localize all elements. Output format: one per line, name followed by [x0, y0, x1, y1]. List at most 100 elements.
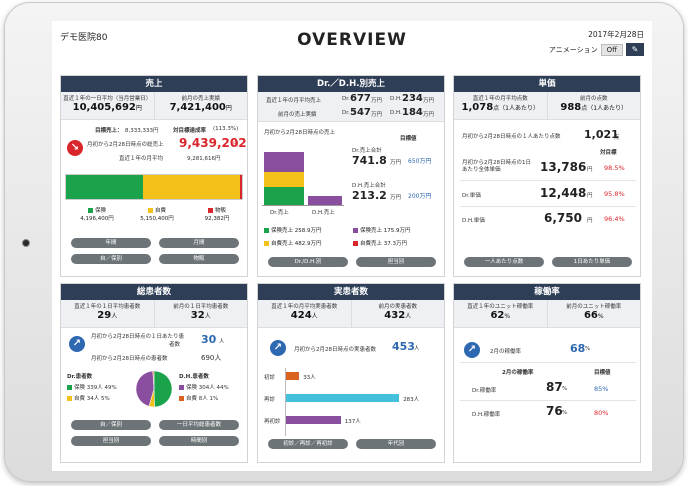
annual-button[interactable]: 年間: [71, 238, 151, 248]
legend-item: 保険売上 258.9万円: [264, 226, 353, 234]
kpi-label: 前月の売上実績: [181, 96, 220, 102]
clinic-name: デモ医院80: [60, 33, 108, 43]
kpi-label: 直近１年の月平均点数: [472, 96, 528, 102]
dr-dh-button[interactable]: Dr./D.H.別: [268, 257, 348, 267]
divider: [460, 400, 636, 401]
kpi-value: 432: [384, 310, 406, 321]
self-insurance-button[interactable]: 自／保別: [71, 420, 151, 430]
dr-bar-top: [264, 152, 304, 172]
unit: 万円: [371, 112, 383, 118]
time-button[interactable]: 時間別: [159, 436, 239, 446]
kpi-unit: 人: [204, 313, 211, 320]
month-label: 2月の稼働率: [490, 349, 521, 355]
points-per-person-button[interactable]: 一人あたり点数: [464, 257, 544, 267]
dh-tag: D.H.: [390, 110, 402, 116]
col-target: 目標値: [594, 370, 611, 376]
legend-item: 自費売上 482.9万円: [264, 239, 353, 247]
kpi-label: 直近１年の月平均実患者数: [271, 304, 338, 310]
operation-rate-panel: 稼働率 直近１年のユニット稼働率 62% 前月のユニット稼働率 66% ↗ 2月の稼…: [453, 283, 641, 463]
unit-title: 単価: [454, 76, 640, 92]
up-arrow-icon: ↗: [69, 336, 85, 352]
dr-bar-bottom: [264, 187, 304, 205]
sales-kpi-lastmonth: 前月の売上実績 7,421,400円: [153, 92, 248, 119]
row-name: 保険: [74, 385, 86, 391]
daily-label: 直近１年の月平均: [119, 156, 164, 162]
pie-slice: [135, 370, 155, 407]
kpi-unit: 人: [311, 313, 318, 320]
staff-button[interactable]: 担当別: [71, 436, 151, 446]
legend-value: 92,382円: [204, 216, 230, 222]
kpi-value: 66: [583, 310, 598, 321]
row-dh-value: 6,750: [544, 211, 582, 225]
unit: 万円: [390, 195, 402, 201]
monthly-button[interactable]: 月間: [159, 238, 239, 248]
unit: 円: [587, 193, 593, 199]
self-insurance-button[interactable]: 自／保別: [71, 254, 151, 264]
pie-slice: [153, 370, 173, 408]
patient-pie-chart: [135, 370, 173, 408]
dr-kpis: 直近１年の月平均売上 Dr. 677 万円 D.H. 234 万円 前月の売上実…: [258, 92, 444, 122]
daily-value: 9,281,616円: [187, 156, 221, 162]
bar-category-label: 初診: [264, 375, 276, 381]
cum-label: 月初から2月28日時点の売上: [264, 130, 335, 136]
sales-kpi-year: 直近１年の一日平均（当月営業日） 10,405,692円: [61, 92, 154, 119]
row-pct: 44%: [216, 385, 229, 391]
dh-rate-label: D.H.稼働率: [472, 412, 501, 418]
legend-self: 自費 5,150,400円: [127, 206, 187, 222]
legend-goods: 物販 92,382円: [187, 206, 247, 222]
row2-dr: 547: [350, 107, 371, 118]
target-label: 目標売上：: [95, 128, 123, 134]
daily-average-button[interactable]: 一日平均総患者数: [159, 420, 239, 430]
unit: 円: [587, 167, 593, 173]
kpi-value: 62: [490, 310, 505, 321]
legend-name: 保険売上: [271, 228, 294, 234]
legend-swatch: [87, 208, 93, 213]
unit: 円: [587, 218, 593, 224]
animation-off-toggle[interactable]: Off: [600, 43, 623, 56]
kpi-value: 424: [290, 310, 312, 321]
bar-value-label: 33人: [303, 375, 316, 381]
pie-slice: [152, 370, 155, 390]
goods-button[interactable]: 物販: [159, 254, 239, 264]
age-button[interactable]: 年代別: [356, 439, 436, 449]
legend-value: 258.9万円: [294, 228, 322, 234]
tablet-frame: デモ医院80 OVERVIEW 2017年2月28日 アニメーション Off ✎…: [4, 2, 684, 482]
legend-name: 自費売上: [271, 241, 294, 247]
kpi-unit: 人: [111, 313, 118, 320]
legend-name: 自費: [154, 208, 166, 214]
legend-name: 自費売上: [360, 241, 383, 247]
dr-rate-target: 85%: [594, 385, 609, 393]
dr-legend: 保険売上 258.9万円 保険売上 175.9万円 自費売上 482.9万円 自…: [264, 226, 442, 247]
daily-value: 30: [201, 333, 217, 346]
kpi-unit: 点（1人あたり）: [493, 105, 539, 112]
dh-row-insurance: 保険 304人 44%: [179, 383, 229, 391]
row-pct: 1%: [209, 396, 219, 402]
bar-value-label: 137人: [344, 419, 361, 425]
divider: [460, 206, 636, 207]
divider: [460, 180, 636, 181]
daily-unit-price-button[interactable]: 1日あたり単価: [552, 257, 632, 267]
kpi-label: 前月の実患者数: [378, 304, 417, 310]
legend-swatch: [179, 385, 184, 390]
date-label: 2017年2月28日: [588, 30, 644, 39]
sales-bar-self: [143, 175, 241, 199]
kpi-label: 前月の１日平均患者数: [173, 304, 229, 310]
unit: 万円: [390, 160, 402, 166]
visit-type-button[interactable]: 初診／再診／再初診: [268, 439, 348, 449]
staff-button[interactable]: 担当別: [356, 257, 436, 267]
kpi-unit: %: [504, 313, 511, 320]
cum-value: 9,439,202: [179, 136, 247, 150]
dr-dh-panel: Dr.／D.H.別売上 直近１年の月平均売上 Dr. 677 万円 D.H. 2…: [257, 75, 445, 277]
row-name: 保険: [186, 385, 198, 391]
row-count: 304人: [198, 385, 215, 391]
row-dr-label: Dr.単価: [462, 193, 481, 199]
row-total-rate: 98.5%: [604, 164, 625, 172]
cum-value: 1,021: [584, 128, 619, 141]
legend-item: 保険売上 175.9万円: [353, 226, 442, 234]
dr-row-self: 自費 34人 5%: [67, 394, 110, 402]
bar-1: [286, 394, 400, 402]
legend-swatch: [353, 241, 358, 246]
legend-swatch: [179, 396, 184, 401]
bar-category-label: 再初診: [264, 419, 281, 425]
settings-tool-button[interactable]: ✎: [626, 43, 644, 56]
